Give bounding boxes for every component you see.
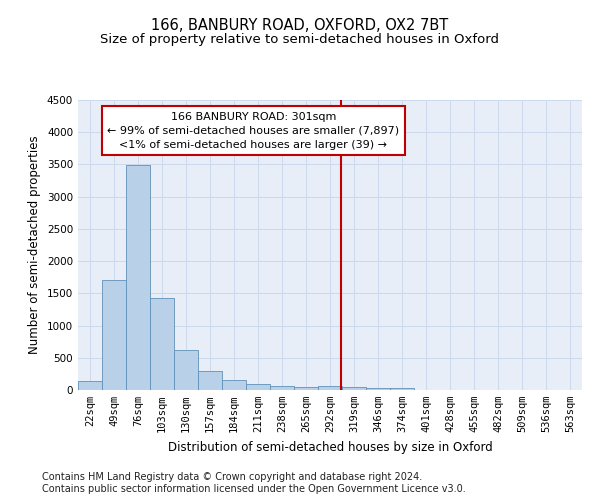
Y-axis label: Number of semi-detached properties: Number of semi-detached properties bbox=[28, 136, 41, 354]
Bar bbox=[270, 386, 294, 390]
X-axis label: Distribution of semi-detached houses by size in Oxford: Distribution of semi-detached houses by … bbox=[167, 440, 493, 454]
Bar bbox=[390, 388, 414, 390]
Text: Size of property relative to semi-detached houses in Oxford: Size of property relative to semi-detach… bbox=[101, 32, 499, 46]
Bar bbox=[126, 165, 150, 390]
Text: 166, BANBURY ROAD, OXFORD, OX2 7BT: 166, BANBURY ROAD, OXFORD, OX2 7BT bbox=[151, 18, 449, 32]
Bar bbox=[222, 380, 246, 390]
Bar bbox=[366, 388, 390, 390]
Bar bbox=[318, 386, 342, 390]
Bar bbox=[150, 298, 174, 390]
Bar bbox=[174, 350, 198, 390]
Text: Contains HM Land Registry data © Crown copyright and database right 2024.: Contains HM Land Registry data © Crown c… bbox=[42, 472, 422, 482]
Bar bbox=[102, 280, 126, 390]
Bar bbox=[294, 387, 318, 390]
Bar bbox=[78, 381, 102, 390]
Bar bbox=[246, 384, 270, 390]
Bar bbox=[198, 372, 222, 390]
Text: 166 BANBURY ROAD: 301sqm
← 99% of semi-detached houses are smaller (7,897)
<1% o: 166 BANBURY ROAD: 301sqm ← 99% of semi-d… bbox=[107, 112, 399, 150]
Bar bbox=[342, 388, 366, 390]
Text: Contains public sector information licensed under the Open Government Licence v3: Contains public sector information licen… bbox=[42, 484, 466, 494]
